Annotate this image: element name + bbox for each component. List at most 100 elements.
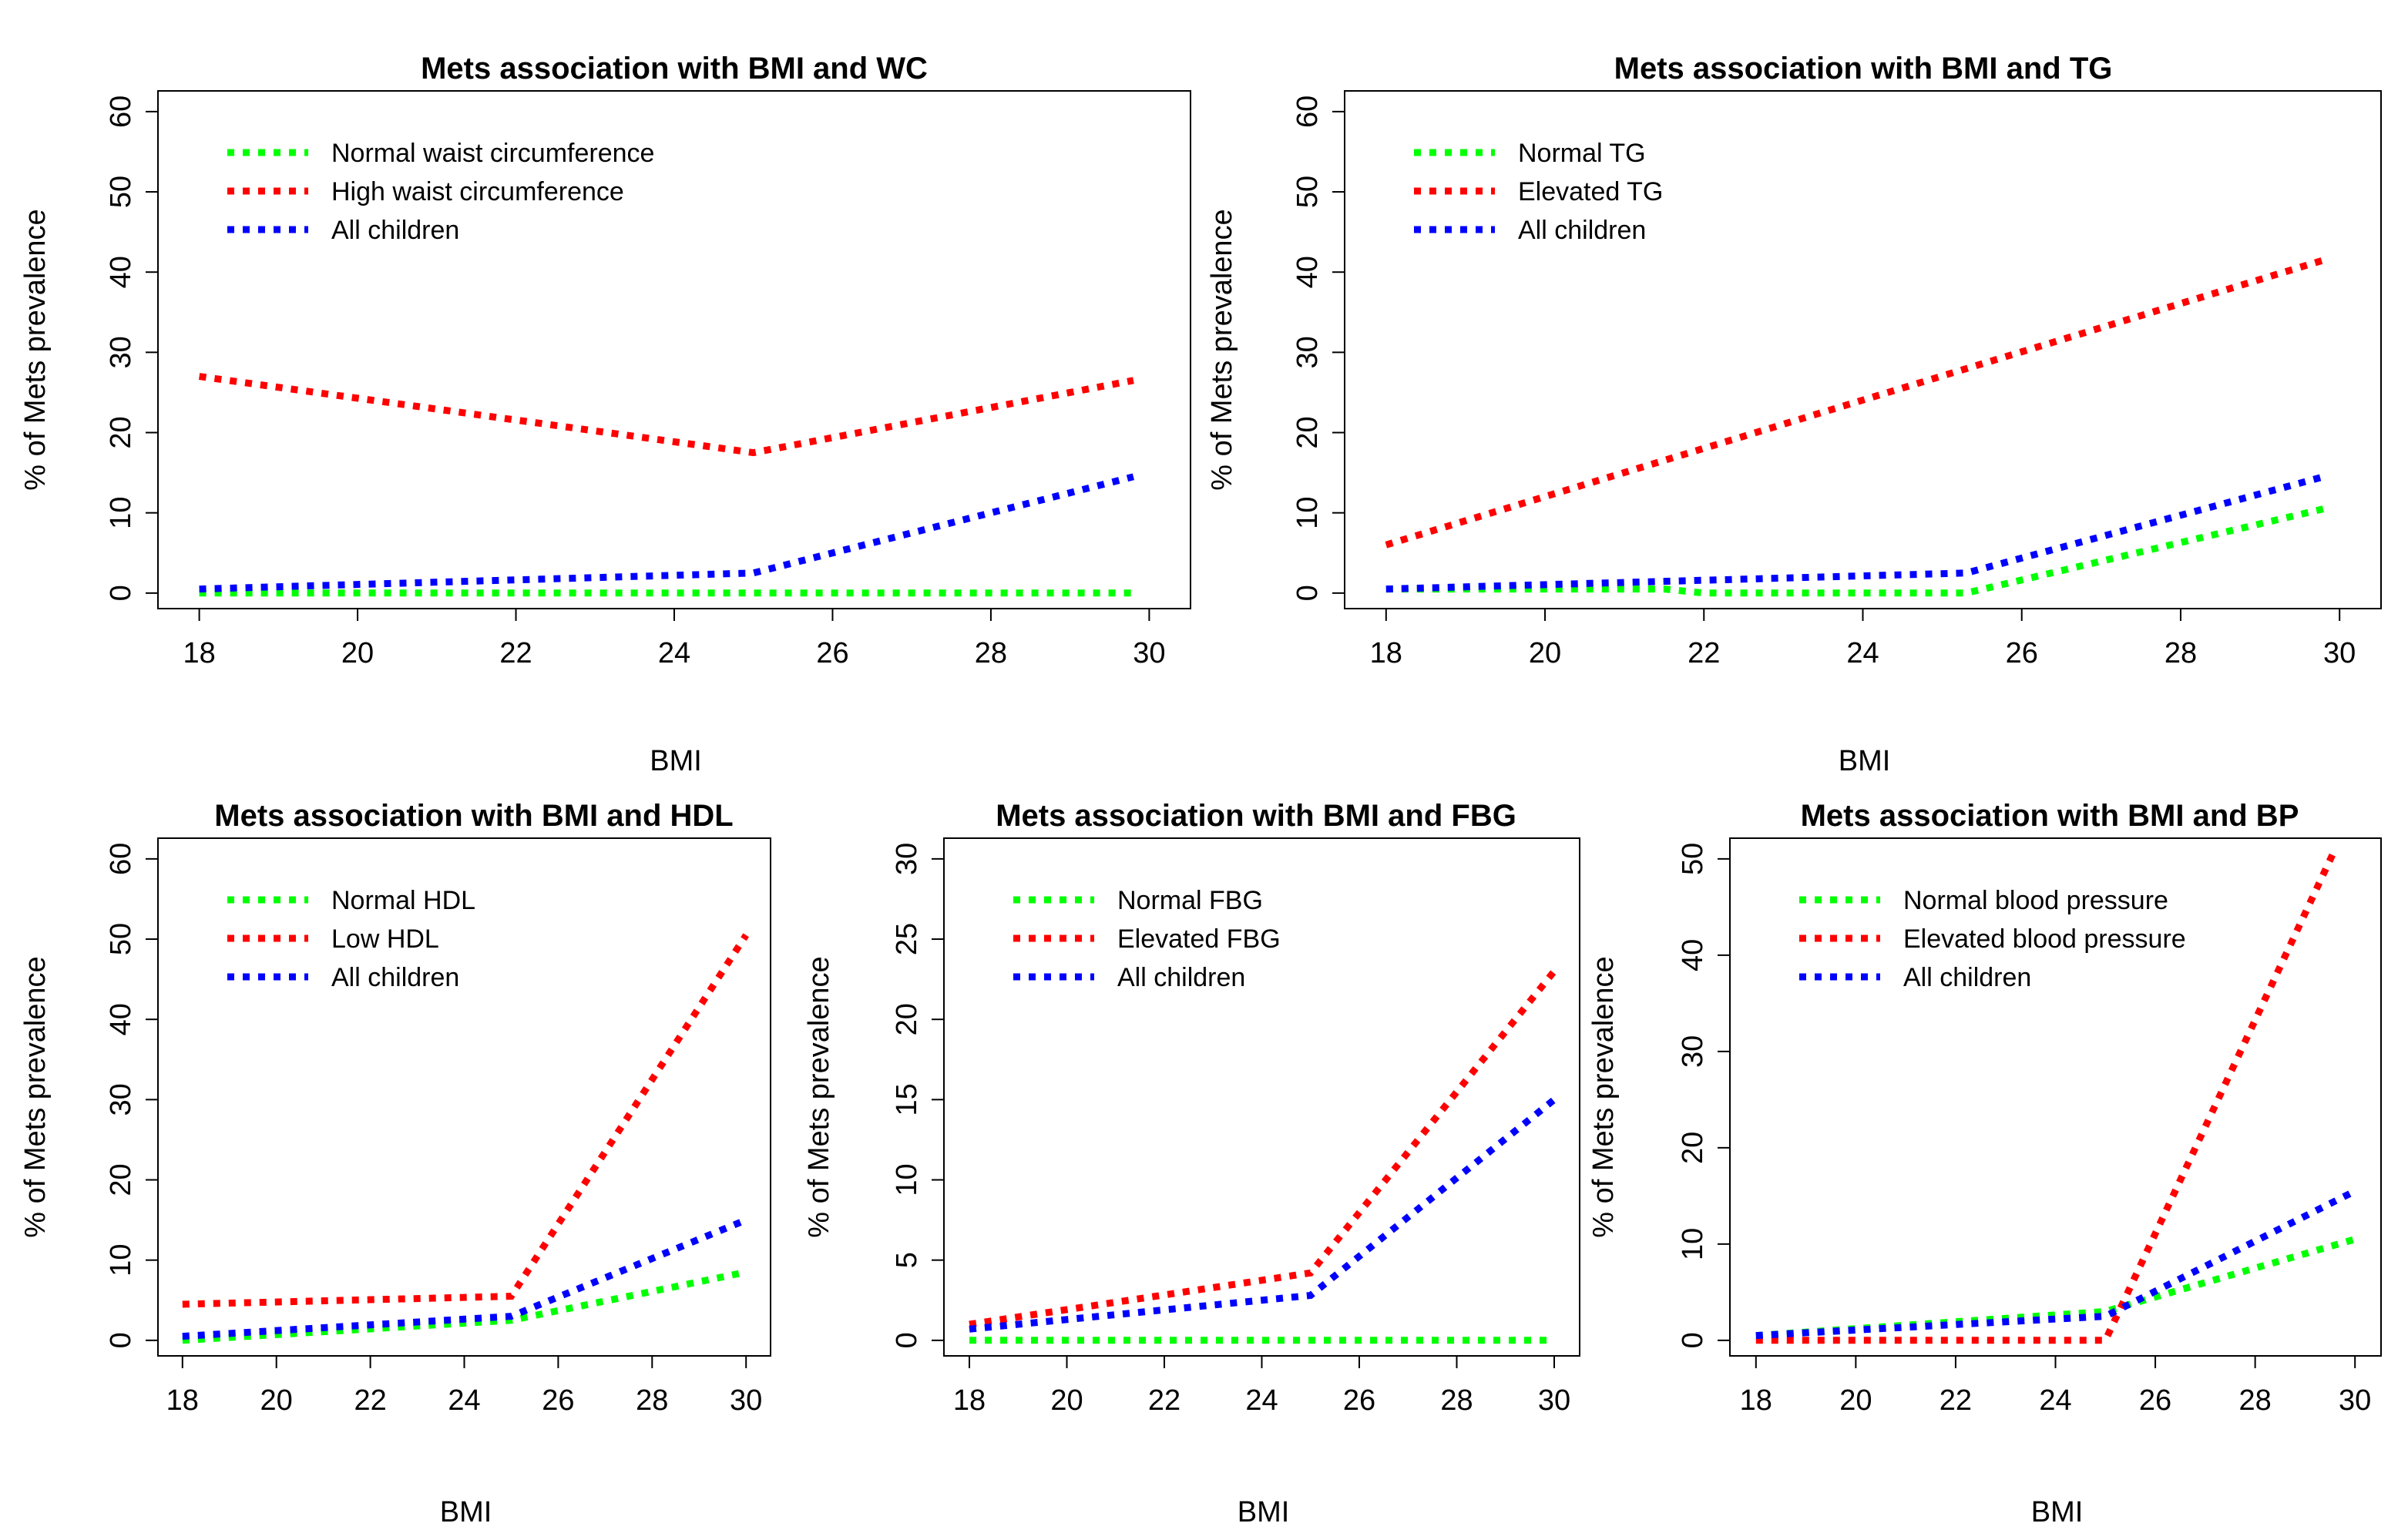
x-tick-label: 28: [636, 1384, 668, 1417]
x-axis-label: BMI: [2031, 1496, 2084, 1528]
x-axis-label: BMI: [650, 745, 702, 777]
x-tick-label: 22: [354, 1384, 386, 1417]
y-tick-label: 50: [105, 923, 137, 955]
y-tick-label: 30: [891, 843, 923, 875]
y-axis-label: % of Mets prevalence: [19, 209, 52, 490]
y-tick-label: 40: [105, 256, 137, 288]
y-tick-label: 60: [105, 96, 137, 128]
y-tick-label: 0: [105, 1332, 137, 1348]
y-tick-label: 60: [105, 843, 137, 875]
y-tick-label: 20: [105, 416, 137, 448]
series-line-2: [1385, 257, 2325, 549]
y-tick-label: 20: [105, 1163, 137, 1196]
y-tick-label: 0: [891, 1332, 923, 1348]
chart-panel-2: Mets association with BMI and TG 18 20 22 24…: [1206, 52, 2382, 777]
series-line-3: [1755, 1188, 2357, 1340]
x-tick-label: 28: [2165, 637, 2197, 669]
y-tick-label: 40: [1677, 939, 1709, 971]
series-line-2: [182, 933, 749, 1308]
y-tick-label: 0: [105, 585, 137, 601]
chart-title: Mets association with BMI and FBG: [996, 799, 1516, 833]
plot-frame: [1729, 837, 2382, 1357]
y-tick-label: 10: [1677, 1228, 1709, 1260]
y-tick-label: 10: [105, 497, 137, 529]
x-tick-label: 30: [1133, 637, 1165, 669]
legend-label: Normal waist circumference: [331, 139, 654, 168]
x-tick-label: 30: [1538, 1384, 1570, 1417]
x-tick-label: 28: [975, 637, 1007, 669]
y-tick-label: 30: [1677, 1035, 1709, 1068]
x-tick-label: 20: [1529, 637, 1561, 669]
y-tick-label: 5: [891, 1252, 923, 1268]
x-tick-label: 26: [542, 1384, 574, 1417]
y-tick-label: 40: [1291, 256, 1324, 288]
legend-label: Normal FBG: [1117, 886, 1263, 915]
plot-frame: [157, 837, 771, 1357]
series-line-1: [182, 1268, 747, 1344]
legend-label: Normal TG: [1518, 139, 1646, 168]
y-tick-label: 20: [1291, 416, 1324, 448]
series-line-3: [1385, 473, 2325, 593]
legend-label: Normal blood pressure: [1903, 886, 2168, 915]
chart-panel-3: Mets association with BMI and HDL 18 20 22 2…: [19, 799, 771, 1528]
x-tick-label: 24: [1846, 637, 1879, 669]
x-tick-label: 24: [448, 1384, 480, 1417]
chart-panel-4: Mets association with BMI and FBG 18 20 22 2…: [803, 799, 1580, 1528]
y-axis-label: % of Mets prevalence: [803, 956, 835, 1237]
y-tick-label: 20: [1677, 1132, 1709, 1164]
x-tick-label: 26: [1343, 1384, 1375, 1417]
y-tick-label: 60: [1291, 96, 1324, 128]
x-tick-label: 18: [1370, 637, 1402, 669]
x-tick-label: 20: [1839, 1384, 1872, 1417]
x-tick-label: 28: [2238, 1384, 2271, 1417]
plot-frame: [1344, 90, 2382, 609]
series-line-3: [199, 473, 1135, 593]
y-axis-label: % of Mets prevalence: [19, 956, 52, 1237]
x-tick-label: 26: [2139, 1384, 2171, 1417]
x-tick-label: 18: [1740, 1384, 1772, 1417]
series-line-2: [969, 968, 1557, 1328]
legend-label: High waist circumference: [331, 177, 624, 206]
y-tick-label: 0: [1677, 1332, 1709, 1348]
x-tick-label: 26: [2006, 637, 2038, 669]
legend-label: All children: [331, 216, 459, 245]
x-tick-label: 22: [1148, 1384, 1180, 1417]
chart-panel-5: Mets association with BMI and BP 18 20 22 24…: [1587, 799, 2382, 1528]
y-tick-label: 10: [891, 1163, 923, 1196]
y-tick-label: 10: [1291, 497, 1324, 529]
legend-label: Elevated blood pressure: [1903, 924, 2186, 954]
y-tick-label: 30: [1291, 336, 1324, 368]
legend-label: All children: [1117, 963, 1245, 992]
x-tick-label: 20: [341, 637, 374, 669]
legend-label: Low HDL: [331, 924, 439, 954]
x-tick-label: 30: [2323, 637, 2356, 669]
legend-label: All children: [1518, 216, 1646, 245]
plot-frame: [157, 90, 1191, 609]
x-tick-label: 20: [1050, 1384, 1083, 1417]
y-tick-label: 25: [891, 923, 923, 955]
x-tick-label: 18: [953, 1384, 986, 1417]
x-tick-label: 22: [1939, 1384, 1972, 1417]
x-tick-label: 18: [166, 1384, 199, 1417]
series-line-1: [1385, 505, 2325, 597]
y-tick-label: 50: [1291, 176, 1324, 208]
chart-title: Mets association with BMI and WC: [421, 52, 928, 86]
x-tick-label: 22: [1688, 637, 1720, 669]
series-line-3: [182, 1216, 747, 1340]
x-axis-label: BMI: [1839, 745, 1891, 777]
y-tick-label: 30: [105, 336, 137, 368]
x-tick-label: 24: [658, 637, 690, 669]
chart-title: Mets association with BMI and TG: [1614, 52, 2113, 86]
y-axis-label: % of Mets prevalence: [1587, 956, 1620, 1237]
legend-label: Normal HDL: [331, 886, 475, 915]
y-tick-label: 10: [105, 1244, 137, 1277]
y-tick-label: 15: [891, 1083, 923, 1116]
x-tick-label: 30: [2339, 1384, 2371, 1417]
series-line-1: [1755, 1236, 2356, 1340]
series-line-2: [198, 373, 1134, 457]
chart-title: Mets association with BMI and BP: [1801, 799, 2299, 833]
x-axis-label: BMI: [440, 1496, 492, 1528]
legend-label: All children: [1903, 963, 2031, 992]
series-line-3: [969, 1096, 1557, 1333]
